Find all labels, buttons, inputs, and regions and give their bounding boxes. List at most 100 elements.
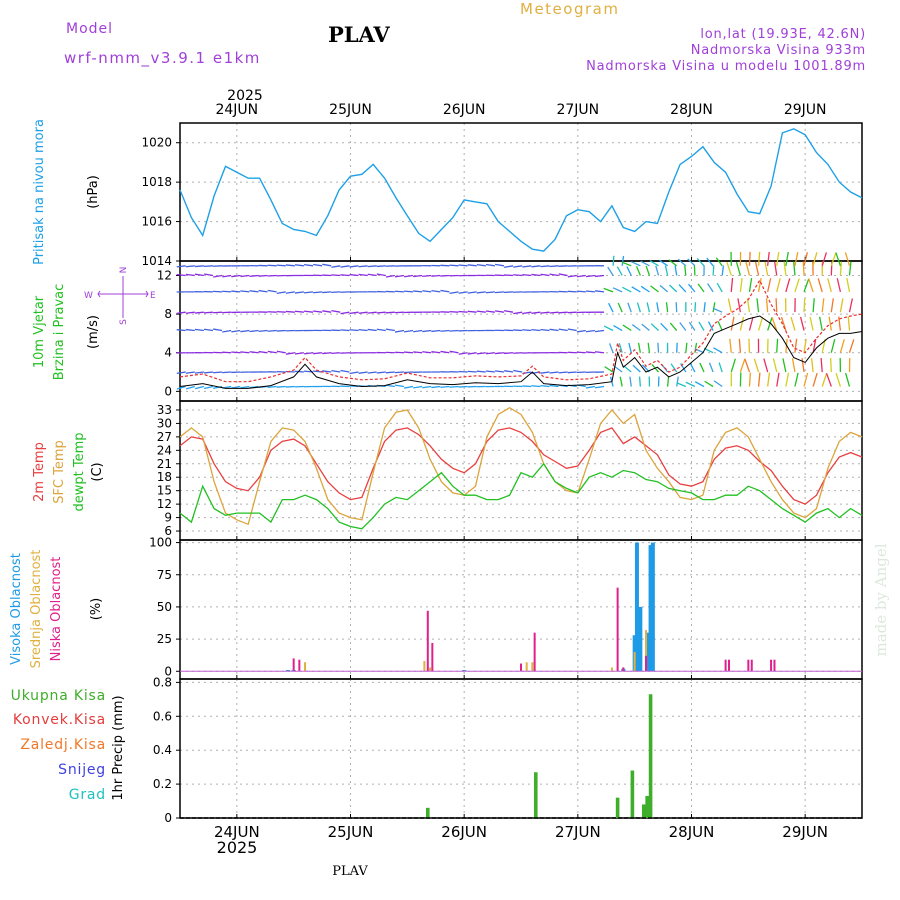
wind-arrow [828,316,832,331]
wind-arrow [809,316,814,331]
wind-arrow [540,265,550,268]
wind-arrow [440,274,450,277]
wind-arrow [821,373,828,387]
wind-arrow [767,251,770,266]
wind-arrow [757,278,762,293]
wind-arrow [715,257,723,267]
panel-labels: Pritisak na nivou mora (hPa) 10m Vjetar … [9,119,126,803]
wind-arrow [635,265,641,276]
wind-arrow [697,283,705,293]
wind-arrow [739,277,743,292]
wind-arrow [631,324,641,332]
wind-arrow [194,385,205,390]
wind-arrow [322,263,332,267]
wind-arrow [757,316,764,331]
wind-arrow [748,372,752,387]
wind-arrow [522,265,532,268]
wind-arrow [717,321,723,331]
wind-arrow [712,265,715,276]
precipitation-ytick-label: 0.6 [153,709,172,723]
wind-arrow [303,352,314,355]
wind-arrow [712,302,716,313]
wind-arrow [267,274,277,277]
wind-arrow [641,323,650,332]
wind-arrow [567,290,577,293]
wind-arrow [385,274,395,278]
wind-arrow [313,352,323,355]
cloud-ytick-label: 100 [149,536,172,550]
wind-arrow [812,338,817,353]
wind-arrow [285,291,295,294]
wind-arrow [746,298,751,313]
wind-arrow [645,265,651,276]
wind-arrow [449,291,459,295]
wind-arrow [703,302,706,313]
t2m-line [179,427,863,505]
wind-arrow [258,329,268,333]
wind-arrow [703,347,714,354]
wind-arrow [846,278,851,293]
wind-arrow [185,311,195,314]
bottom-day-label: 29JUN [782,823,828,841]
bottom-day-label: 27JUN [555,823,601,841]
wind-arrow [626,266,632,276]
precipitation-ytick-label: 0.4 [153,743,172,757]
wind-arrow [585,351,595,354]
wind-arrow [358,265,368,268]
top-day-label: 29JUN [784,102,827,118]
wind-arrow [185,273,195,277]
wind-arrow [688,321,696,331]
wind-arrow [558,371,568,374]
wind-arrow [708,362,714,373]
wind-arrow [403,290,414,293]
wind-arrow [785,372,790,387]
mid-cloud-bar [304,662,307,672]
compass-south: S [119,319,129,325]
wind-arrow [794,372,799,387]
wind-arrow [413,385,423,389]
wind-arrow [678,284,687,293]
wind-arrow [764,261,769,276]
wind-arrow [540,384,550,388]
wind-arrow [558,328,568,332]
wind-arrow [276,310,286,313]
wind-arrow [613,365,623,373]
precip-bar [425,807,430,818]
precip-label-3: Zaledj.Kisa [20,737,106,753]
wind-arrow [504,352,514,355]
precipitation-ytick-label: 0 [164,811,172,825]
wind-arrow [249,351,259,354]
wind-arrow [194,328,204,332]
cloud-label-3: Niska Oblacnost [49,557,64,662]
high-cloud-bar [285,669,290,672]
wind-arrow [729,338,732,353]
wind-arrow [776,372,780,387]
model-name: wrf-nmm_v3.9.1 e1km [64,49,261,68]
wind-arrow [267,329,277,332]
mid-cloud-bar [531,662,534,672]
wind-arrow [358,328,368,332]
mid-cloud-bar [525,662,528,672]
wind-arrow [718,362,723,373]
wind-arrow [185,265,195,268]
cloud-panel: 0 25 50 75 100 [149,536,863,680]
cloud-ytick-label: 50 [157,600,172,614]
wind-arrow [830,338,836,353]
wind-arrow [440,350,450,354]
wind-arrow [431,385,441,389]
wind-arrows [176,251,855,390]
wind-arrow [267,289,277,293]
wind-arrow [585,385,595,389]
wind-arrow [422,290,432,293]
wind-arrow [494,370,505,373]
wind-arrow [803,298,806,313]
wind-arrow [670,363,678,373]
wind-arrow [540,371,550,374]
wind-arrow [594,274,605,278]
wind-arrow [656,302,660,313]
wind-arrow [285,352,295,355]
wind-arrow [622,324,632,332]
wind-arrow [748,316,754,331]
wind-arrow [340,265,350,268]
temp-label-2: SFC Temp [52,440,67,504]
